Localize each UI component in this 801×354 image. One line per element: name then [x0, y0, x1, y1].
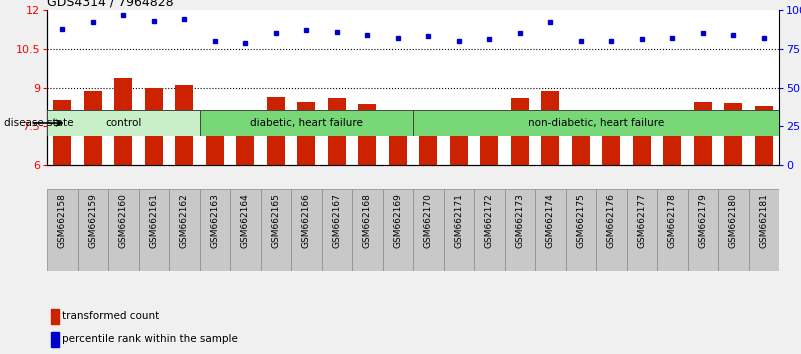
- Bar: [358, 104, 376, 165]
- Bar: [267, 97, 285, 165]
- Bar: [175, 85, 193, 165]
- Bar: [47, 189, 78, 271]
- Bar: [419, 113, 437, 165]
- Bar: [748, 189, 779, 271]
- Text: GSM662173: GSM662173: [515, 193, 524, 248]
- Bar: [50, 332, 58, 347]
- Text: GSM662167: GSM662167: [332, 193, 341, 248]
- Bar: [694, 102, 712, 165]
- Bar: [328, 98, 346, 165]
- Text: GSM662170: GSM662170: [424, 193, 433, 248]
- Bar: [236, 124, 255, 165]
- Bar: [352, 189, 383, 271]
- Bar: [474, 189, 505, 271]
- Bar: [260, 189, 291, 271]
- Bar: [626, 189, 657, 271]
- Text: non-diabetic, heart failure: non-diabetic, heart failure: [528, 118, 664, 128]
- Text: GSM662181: GSM662181: [759, 193, 768, 248]
- Text: GSM662176: GSM662176: [606, 193, 616, 248]
- Text: GSM662160: GSM662160: [119, 193, 127, 248]
- Text: percentile rank within the sample: percentile rank within the sample: [62, 335, 238, 344]
- Bar: [663, 111, 682, 165]
- Bar: [602, 117, 621, 165]
- Text: GSM662180: GSM662180: [729, 193, 738, 248]
- Bar: [572, 111, 590, 165]
- Text: transformed count: transformed count: [62, 312, 159, 321]
- Bar: [50, 309, 58, 324]
- Bar: [108, 189, 139, 271]
- Text: GSM662179: GSM662179: [698, 193, 707, 248]
- Bar: [541, 91, 559, 165]
- Bar: [199, 110, 413, 136]
- Bar: [199, 189, 230, 271]
- Text: GSM662165: GSM662165: [272, 193, 280, 248]
- Bar: [206, 125, 224, 165]
- Bar: [83, 91, 102, 165]
- Text: GSM662174: GSM662174: [545, 193, 555, 248]
- Bar: [535, 189, 566, 271]
- Bar: [145, 87, 163, 165]
- Bar: [505, 189, 535, 271]
- Bar: [383, 189, 413, 271]
- Bar: [444, 189, 474, 271]
- Bar: [687, 189, 718, 271]
- Text: GSM662169: GSM662169: [393, 193, 402, 248]
- Text: GSM662161: GSM662161: [149, 193, 159, 248]
- Bar: [291, 189, 321, 271]
- Bar: [480, 122, 498, 165]
- Text: GSM662166: GSM662166: [302, 193, 311, 248]
- Bar: [47, 110, 199, 136]
- Text: GSM662163: GSM662163: [210, 193, 219, 248]
- Bar: [230, 189, 260, 271]
- Bar: [566, 189, 596, 271]
- Text: GSM662175: GSM662175: [576, 193, 586, 248]
- Bar: [139, 189, 169, 271]
- Text: disease state: disease state: [4, 118, 74, 128]
- Bar: [413, 189, 444, 271]
- Bar: [413, 110, 779, 136]
- Bar: [449, 125, 468, 165]
- Bar: [755, 105, 773, 165]
- Text: control: control: [105, 118, 142, 128]
- Bar: [510, 98, 529, 165]
- Bar: [718, 189, 748, 271]
- Bar: [724, 103, 743, 165]
- Text: GSM662178: GSM662178: [668, 193, 677, 248]
- Bar: [297, 102, 316, 165]
- Bar: [633, 115, 651, 165]
- Text: diabetic, heart failure: diabetic, heart failure: [250, 118, 363, 128]
- Text: GDS4314 / 7964828: GDS4314 / 7964828: [47, 0, 174, 9]
- Bar: [596, 189, 626, 271]
- Text: GSM662172: GSM662172: [485, 193, 493, 248]
- Bar: [321, 189, 352, 271]
- Bar: [169, 189, 199, 271]
- Bar: [53, 101, 71, 165]
- Bar: [114, 79, 132, 165]
- Text: GSM662168: GSM662168: [363, 193, 372, 248]
- Text: GSM662158: GSM662158: [58, 193, 66, 248]
- Bar: [388, 111, 407, 165]
- Text: GSM662162: GSM662162: [179, 193, 189, 248]
- Bar: [78, 189, 108, 271]
- Text: GSM662171: GSM662171: [454, 193, 463, 248]
- Text: GSM662164: GSM662164: [241, 193, 250, 248]
- Bar: [657, 189, 687, 271]
- Text: GSM662159: GSM662159: [88, 193, 97, 248]
- Text: GSM662177: GSM662177: [638, 193, 646, 248]
